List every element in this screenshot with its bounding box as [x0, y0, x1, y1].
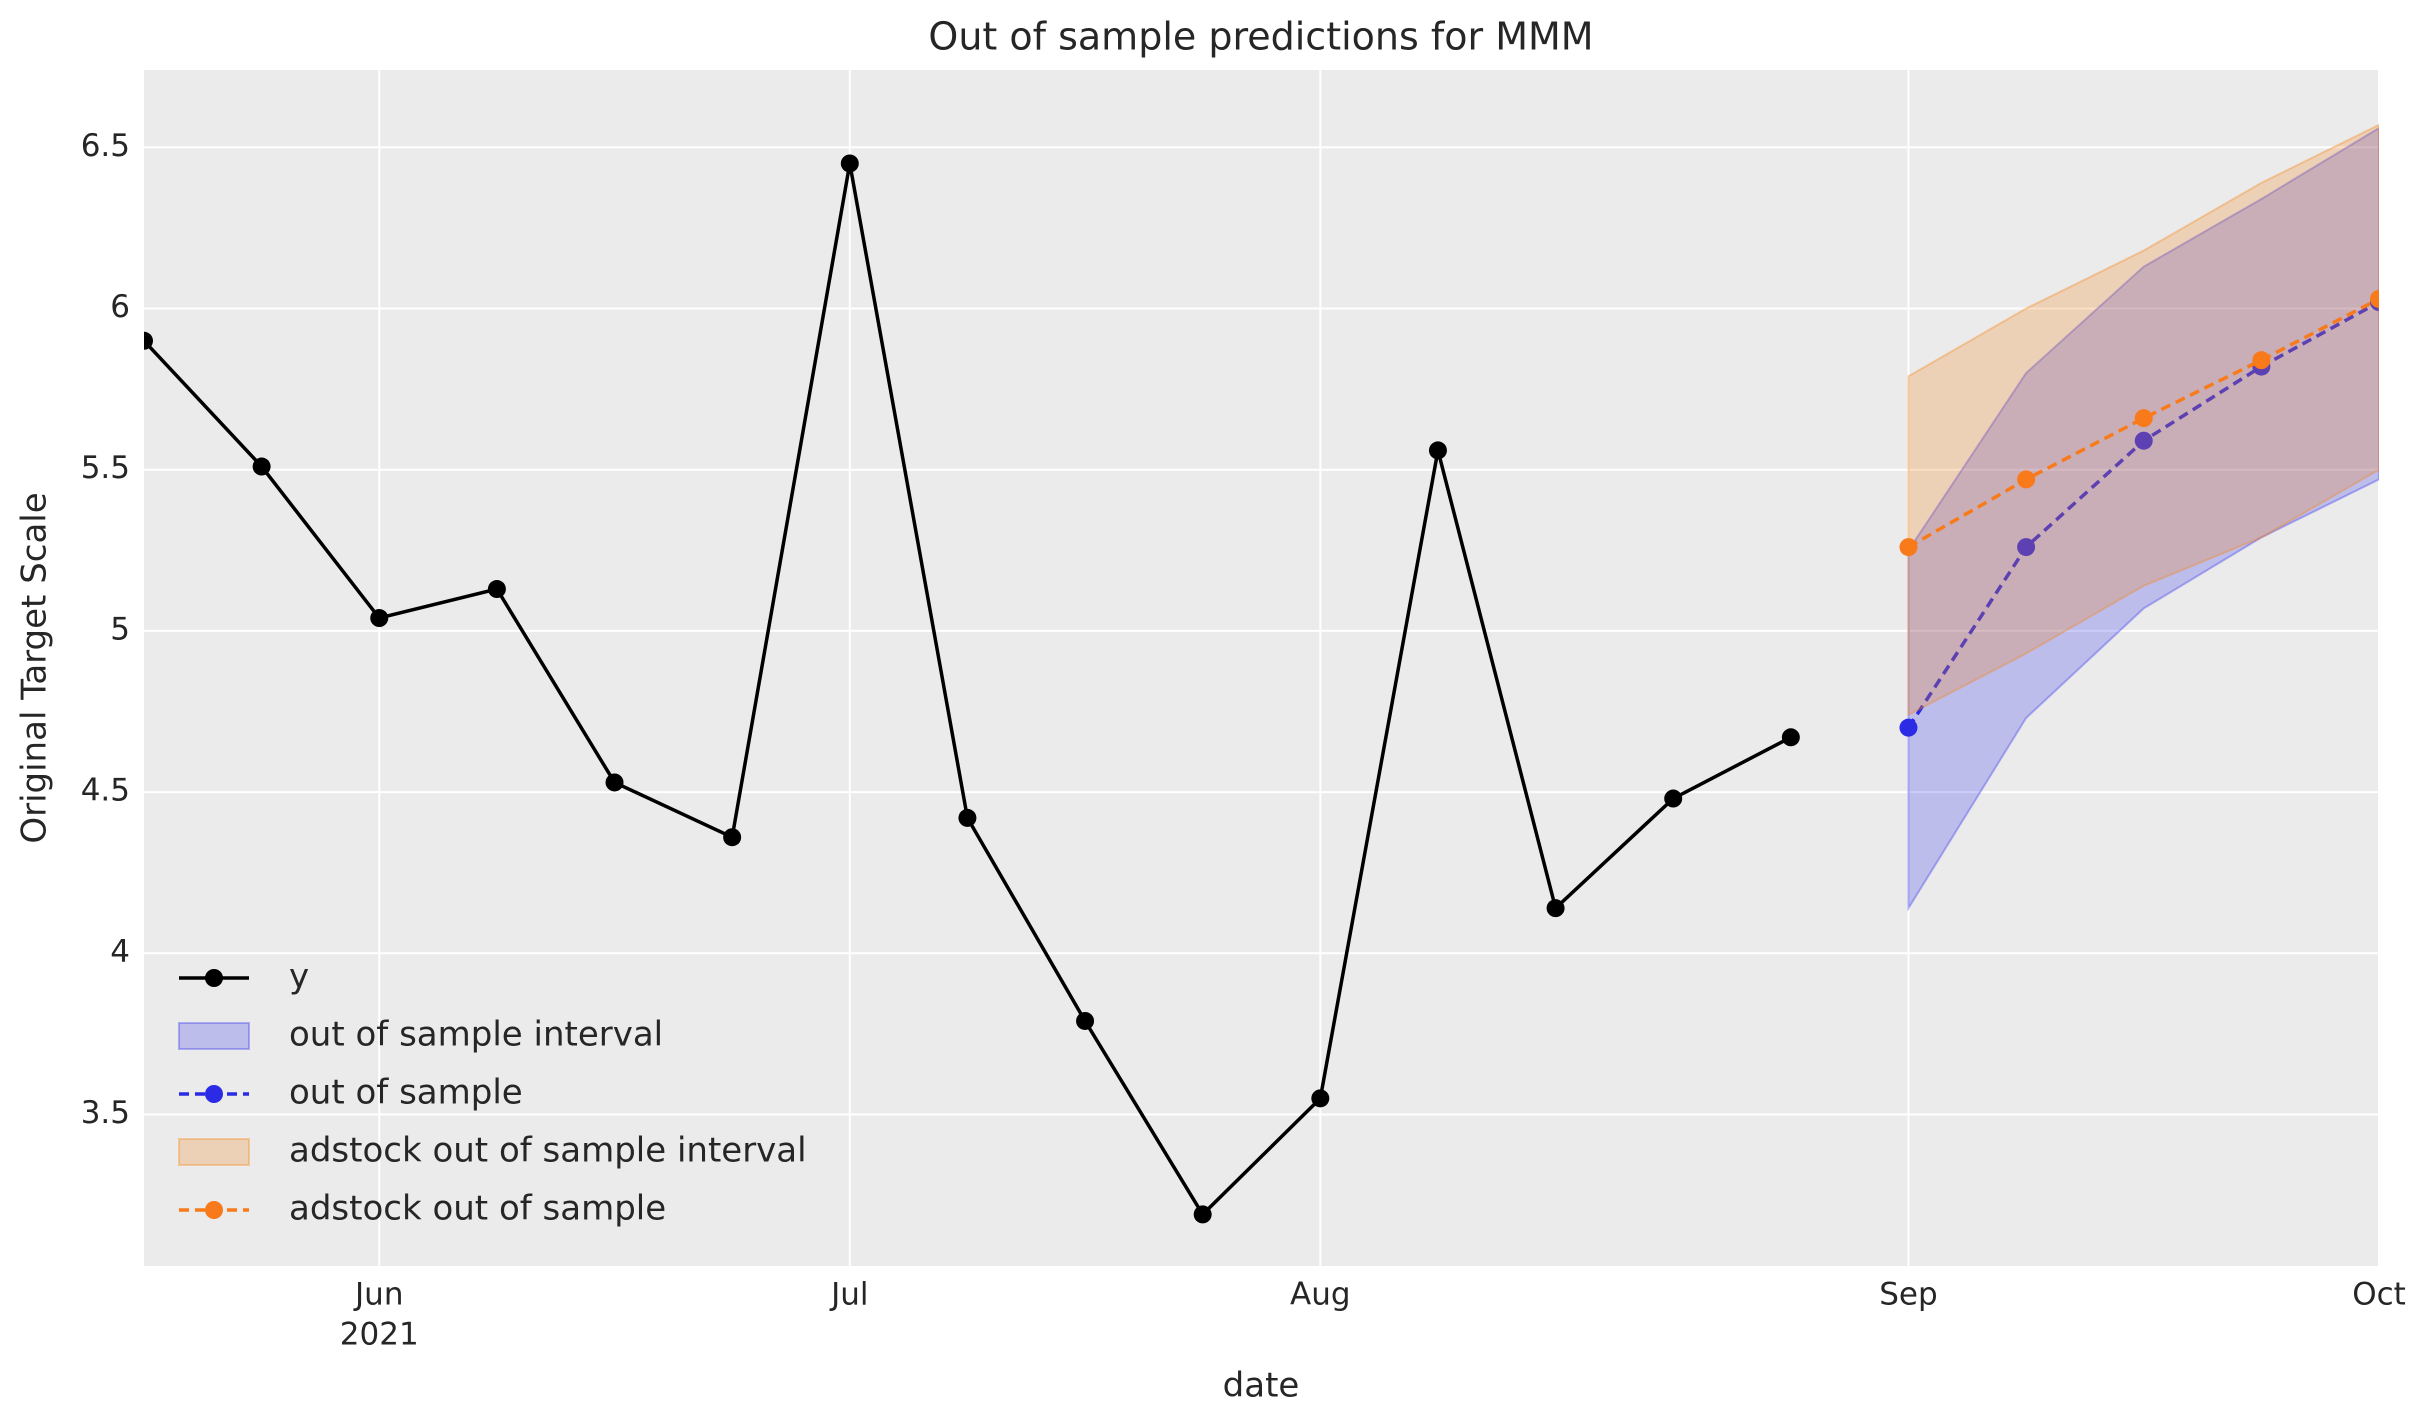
x-tick-label: Oct: [2352, 1277, 2406, 1313]
marker: [2252, 351, 2271, 370]
marker: [2370, 289, 2379, 308]
marker: [840, 154, 859, 173]
marker: [370, 609, 389, 628]
marker: [1546, 899, 1565, 918]
marker: [144, 331, 153, 350]
legend-marker: [205, 1201, 223, 1219]
legend-label: adstock out of sample interval: [289, 1131, 807, 1171]
marker: [1781, 728, 1800, 747]
y-tick-label: 5: [110, 611, 130, 647]
marker: [1428, 441, 1447, 460]
marker: [252, 457, 271, 476]
marker: [487, 580, 506, 599]
y-tick-label: 6.5: [81, 128, 130, 164]
y-axis-label: Original Target Scale: [15, 492, 55, 843]
marker: [1193, 1205, 1212, 1224]
x-tick-label: Jun: [353, 1277, 403, 1313]
series-layer: [144, 123, 2379, 1224]
marker: [2017, 470, 2036, 489]
marker: [605, 773, 624, 792]
legend-label: out of sample: [289, 1073, 523, 1113]
x-tick-label: Sep: [1879, 1277, 1937, 1313]
legend-label: out of sample interval: [289, 1015, 663, 1055]
plot-area: [144, 70, 2379, 1266]
x-tick-label: Jul: [829, 1277, 868, 1313]
legend-label: adstock out of sample: [289, 1189, 666, 1229]
marker: [1899, 718, 1918, 737]
interval-band: [1907, 126, 2379, 912]
legend-label: y: [289, 957, 309, 997]
marker: [1076, 1011, 1095, 1030]
marker: [958, 808, 977, 827]
marker: [2134, 409, 2153, 428]
y-tick-label: 4.5: [81, 773, 130, 809]
x-axis-label: date: [1223, 1366, 1300, 1406]
marker: [1311, 1089, 1330, 1108]
marker: [1664, 789, 1683, 808]
marker: [2134, 431, 2153, 450]
legend-marker: [205, 1085, 223, 1103]
y-tick-label: 5.5: [81, 450, 130, 486]
legend-swatch: [178, 1022, 250, 1050]
y-tick-label: 4: [110, 934, 130, 970]
x-tick-sublabel: 2021: [340, 1317, 419, 1353]
legend-swatch: [178, 1138, 250, 1166]
marker: [1899, 538, 1918, 557]
legend-marker: [205, 969, 223, 987]
marker: [723, 828, 742, 847]
y-tick-label: 3.5: [81, 1095, 130, 1131]
y-tick-label: 6: [110, 289, 130, 325]
marker: [2017, 538, 2036, 557]
chart-title: Out of sample predictions for MMM: [928, 15, 1593, 59]
x-tick-label: Aug: [1290, 1277, 1351, 1313]
